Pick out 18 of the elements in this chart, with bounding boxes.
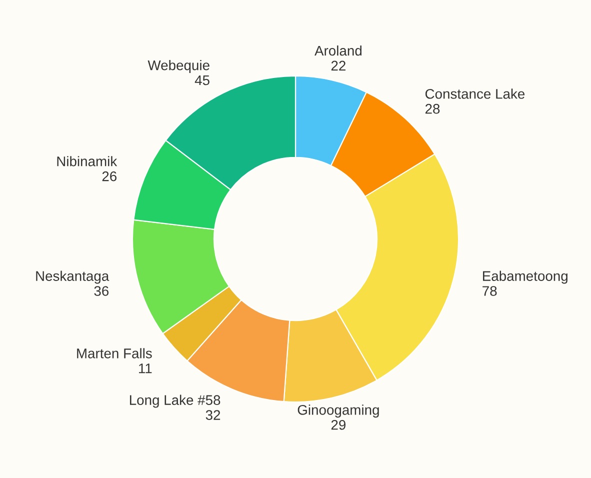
data-label: 11 [138, 364, 152, 374]
slice-label: Long Lake #58 [130, 394, 220, 408]
slice-label: Aroland [314, 45, 362, 56]
data-label: 22 [331, 60, 346, 70]
slice-label: Ginoogaming [298, 404, 379, 418]
data-label: 45 [194, 75, 210, 86]
data-label: 36 [94, 286, 109, 296]
slice-label: Nibinamik [57, 156, 118, 166]
slice-label: Constance Lake [425, 88, 525, 99]
data-label: 28 [425, 104, 440, 114]
slice-label: Marten Falls [77, 348, 152, 358]
slice-label: Neskantaga [36, 270, 110, 284]
data-label: 29 [331, 420, 346, 430]
data-label: 78 [482, 286, 497, 296]
data-label: 26 [102, 171, 116, 182]
slice-label: Webequie [148, 60, 210, 73]
slice-label: Eabametoong [483, 270, 568, 284]
data-label: 32 [206, 410, 220, 420]
